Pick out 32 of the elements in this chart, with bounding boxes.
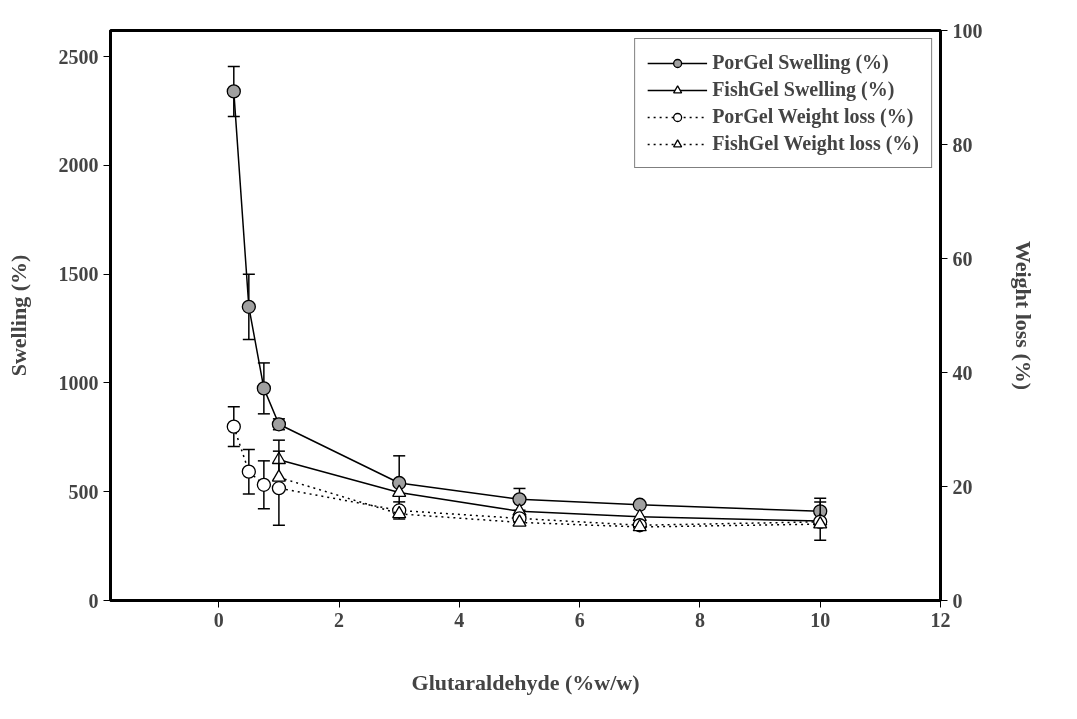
y2-tick-label: 40 [952,361,973,384]
y-tick-label: 1000 [58,371,99,394]
y2-tick-label: 80 [952,133,973,156]
x-tick-label: 12 [930,608,951,631]
y-tick-label: 2500 [58,45,99,68]
y-axis-title: Swelling (%) [5,254,31,377]
y2-tick-label: 20 [952,475,973,498]
x-tick-label: 8 [694,608,705,631]
y-tick-label: 1500 [58,263,99,286]
legend-label: FishGel Swelling (%) [712,78,895,101]
point [241,299,256,314]
y2-tick-label: 60 [952,247,973,270]
y2-tick-label: 100 [952,19,983,42]
x-tick-label: 0 [213,608,224,631]
legend-label: FishGel Weight loss (%) [712,132,919,155]
legend-label: PorGel Swelling (%) [712,51,889,74]
x-tick-label: 6 [574,608,585,631]
y-tick-label: 2000 [58,154,99,177]
x-tick-label: 4 [454,608,465,631]
point [632,497,647,512]
x-axis-title: Glutaraldehyde (%w/w) [411,669,640,695]
y-tick-label: 500 [68,480,99,503]
legend-label: PorGel Weight loss (%) [712,105,914,128]
y2-axis-title: Weight loss (%) [1010,240,1036,391]
point [226,84,241,99]
y2-tick-label: 0 [952,589,963,612]
x-tick-label: 2 [334,608,345,631]
point [512,492,527,507]
point [392,484,407,497]
y-tick-label: 0 [88,589,99,612]
point [256,381,272,396]
x-tick-label: 10 [810,608,831,631]
